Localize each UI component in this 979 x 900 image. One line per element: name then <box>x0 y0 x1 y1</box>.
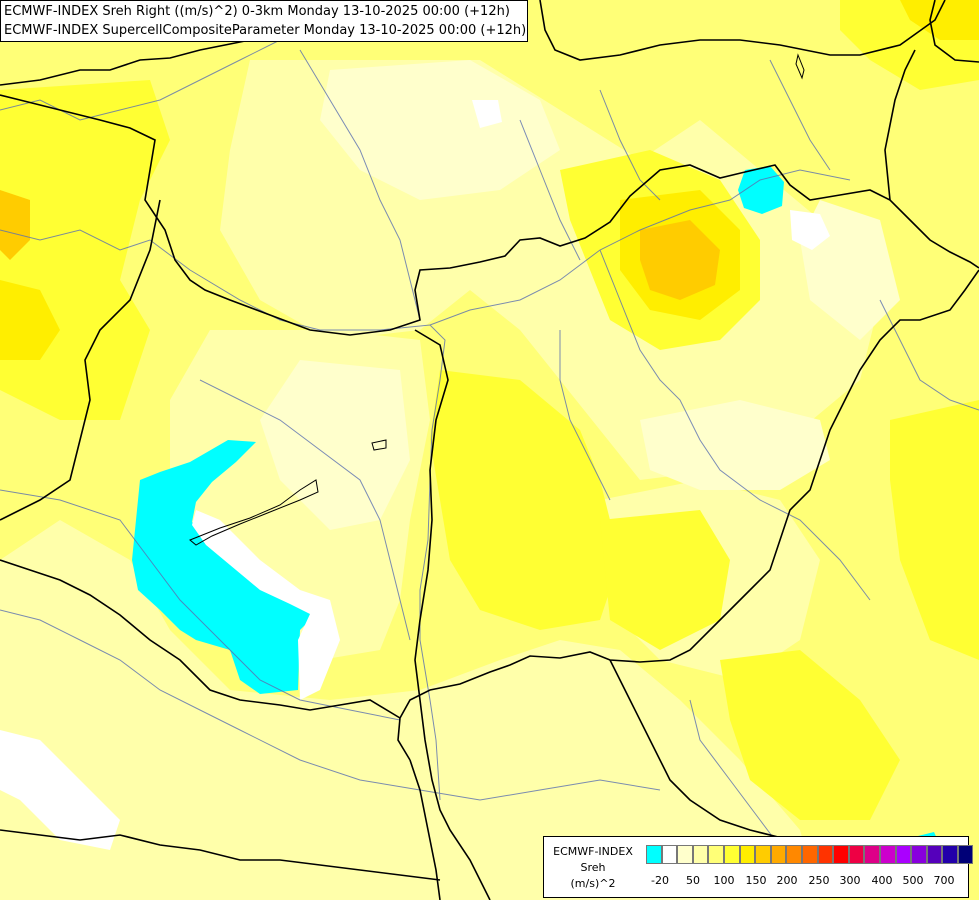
legend-swatch <box>801 845 818 864</box>
field-level-white <box>260 360 410 530</box>
legend-tick-label: 200 <box>776 874 798 887</box>
field-level-orange <box>0 280 60 360</box>
field-level-orange <box>640 220 720 300</box>
legend-tick-label: 100 <box>713 874 735 887</box>
legend-variable: Sreh <box>580 861 606 874</box>
legend-swatch <box>864 845 880 864</box>
legend-swatch <box>646 845 662 864</box>
legend-tick-label: 150 <box>745 874 767 887</box>
field-level-zero <box>0 730 120 850</box>
legend-swatch <box>692 845 709 864</box>
legend-swatch <box>708 845 724 864</box>
lake-balaton <box>189 479 319 546</box>
legend-swatch <box>723 845 740 864</box>
map-title-box: ECMWF-INDEX Sreh Right ((m/s)^2) 0-3km M… <box>0 0 528 42</box>
lake-small-2 <box>795 53 805 80</box>
legend-swatch <box>817 845 834 864</box>
field-level-negative <box>132 440 318 694</box>
field-level-orange <box>0 190 30 260</box>
field-level-white <box>320 60 560 200</box>
legend-ticks: -20 50 100 150 200 250 300 400 500 700 <box>646 874 966 888</box>
legend-swatch <box>786 845 802 864</box>
field-level-yellow-strong <box>720 650 900 820</box>
legend-tick-label: 50 <box>686 874 700 887</box>
legend-swatch <box>911 845 927 864</box>
legend-tick-label: 400 <box>871 874 893 887</box>
legend-swatch <box>848 845 865 864</box>
field-level-negative <box>738 166 784 214</box>
legend-unit: (m/s)^2 <box>570 877 616 890</box>
field-level-zero <box>192 510 340 700</box>
legend-swatch <box>661 845 678 864</box>
field-level-white <box>640 400 830 490</box>
field-level-yellow-strong <box>890 400 979 660</box>
legend-swatch <box>879 845 896 864</box>
field-level-orange <box>900 0 979 40</box>
color-legend: ECMWF-INDEX Sreh (m/s)^2 -20 50 100 150 200 2… <box>543 836 974 898</box>
legend-tick-label: 500 <box>902 874 924 887</box>
legend-swatch <box>677 845 693 864</box>
legend-swatch <box>739 845 756 864</box>
legend-swatch <box>770 845 787 864</box>
legend-swatch <box>755 845 771 864</box>
field-level-yellow-strong <box>430 370 620 630</box>
map-title-line-2: ECMWF-INDEX SupercellCompositeParameter … <box>4 23 527 38</box>
legend-swatch <box>926 845 943 864</box>
legend-tick-label: 250 <box>808 874 830 887</box>
map-title-line-1: ECMWF-INDEX Sreh Right ((m/s)^2) 0-3km M… <box>4 4 510 19</box>
field-level-pale <box>0 520 820 900</box>
legend-tick-label: 700 <box>933 874 955 887</box>
field-level-yellow-strong <box>600 510 730 650</box>
field-level-zero <box>790 210 830 250</box>
legend-swatches <box>646 845 974 864</box>
lake-small <box>371 439 387 451</box>
legend-tick-label: -20 <box>651 874 669 887</box>
legend-tick-label: 300 <box>839 874 861 887</box>
legend-source: ECMWF-INDEX <box>553 845 633 858</box>
legend-swatch <box>895 845 912 864</box>
legend-swatch <box>942 845 958 864</box>
field-level-zero <box>472 100 502 128</box>
legend-swatch <box>957 845 974 864</box>
lakes <box>189 53 805 546</box>
legend-swatch <box>833 845 849 864</box>
